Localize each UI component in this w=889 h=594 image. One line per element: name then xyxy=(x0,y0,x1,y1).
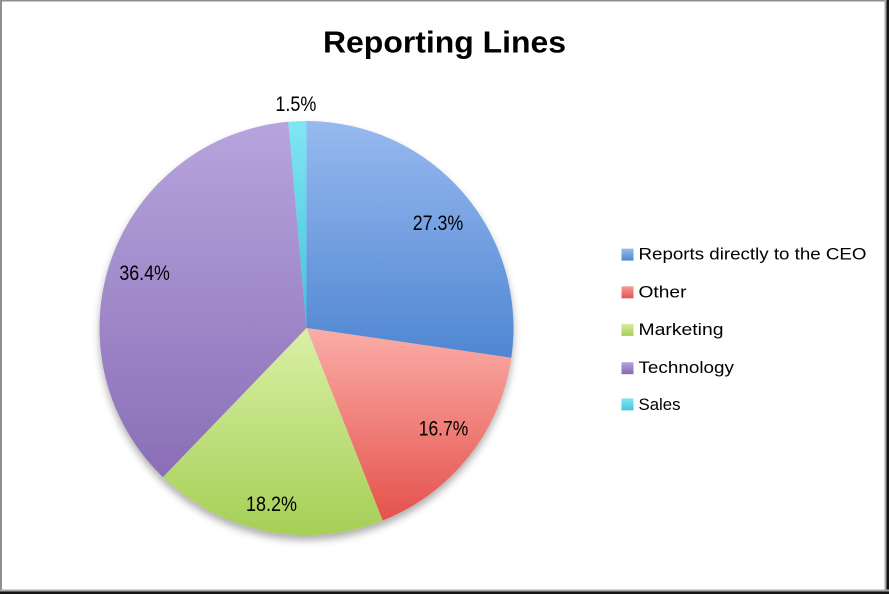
svg-text:16.7%: 16.7% xyxy=(419,418,469,441)
svg-text:Other: Other xyxy=(639,283,688,301)
svg-text:Reports directly to the CEO: Reports directly to the CEO xyxy=(639,246,867,264)
svg-text:1.5%: 1.5% xyxy=(275,93,316,116)
svg-text:Reporting Lines: Reporting Lines xyxy=(323,25,566,60)
svg-text:Technology: Technology xyxy=(639,359,735,377)
svg-text:Sales: Sales xyxy=(639,396,681,414)
svg-text:Marketing: Marketing xyxy=(639,321,724,339)
svg-text:18.2%: 18.2% xyxy=(246,493,297,516)
svg-text:27.3%: 27.3% xyxy=(413,212,464,235)
svg-text:36.4%: 36.4% xyxy=(119,262,170,285)
